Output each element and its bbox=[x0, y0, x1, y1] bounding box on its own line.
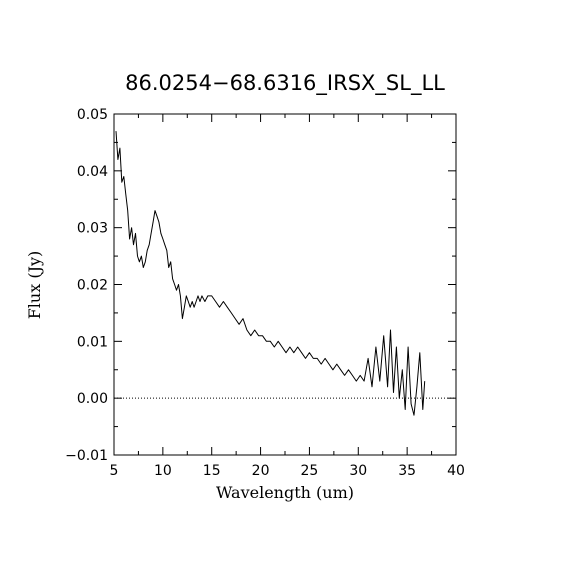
series-group bbox=[115, 131, 426, 416]
y-tick-label: 0.04 bbox=[77, 164, 108, 180]
x-tick-label: 30 bbox=[349, 463, 367, 479]
y-tick-label: 0.01 bbox=[77, 334, 108, 350]
y-tick-labels: −0.01 0.00 0.01 0.02 0.03 0.04 0.05 bbox=[65, 107, 108, 464]
x-tick-label: 15 bbox=[203, 463, 221, 479]
y-tick-label: 0.03 bbox=[77, 221, 108, 237]
y-tick-label: 0.02 bbox=[77, 278, 108, 294]
chart-title: 86.0254−68.6316_IRSX_SL_LL bbox=[125, 71, 445, 96]
y-axis-label: Flux (Jy) bbox=[25, 251, 44, 320]
y-tick-label: 0.00 bbox=[77, 391, 108, 407]
series-line bbox=[115, 131, 426, 416]
x-tick-label: 5 bbox=[110, 463, 119, 479]
x-tick-label: 25 bbox=[301, 463, 319, 479]
x-tick-label: 10 bbox=[154, 463, 172, 479]
x-axis-label: Wavelength (um) bbox=[216, 483, 354, 502]
axis-ticks bbox=[113, 113, 457, 456]
x-tick-label: 20 bbox=[252, 463, 270, 479]
y-tick-label: −0.01 bbox=[65, 448, 108, 464]
x-tick-label: 40 bbox=[447, 463, 465, 479]
x-tick-labels: 5 10 15 20 25 30 35 40 bbox=[110, 463, 465, 479]
x-tick-label: 35 bbox=[398, 463, 416, 479]
y-tick-label: 0.05 bbox=[77, 107, 108, 123]
